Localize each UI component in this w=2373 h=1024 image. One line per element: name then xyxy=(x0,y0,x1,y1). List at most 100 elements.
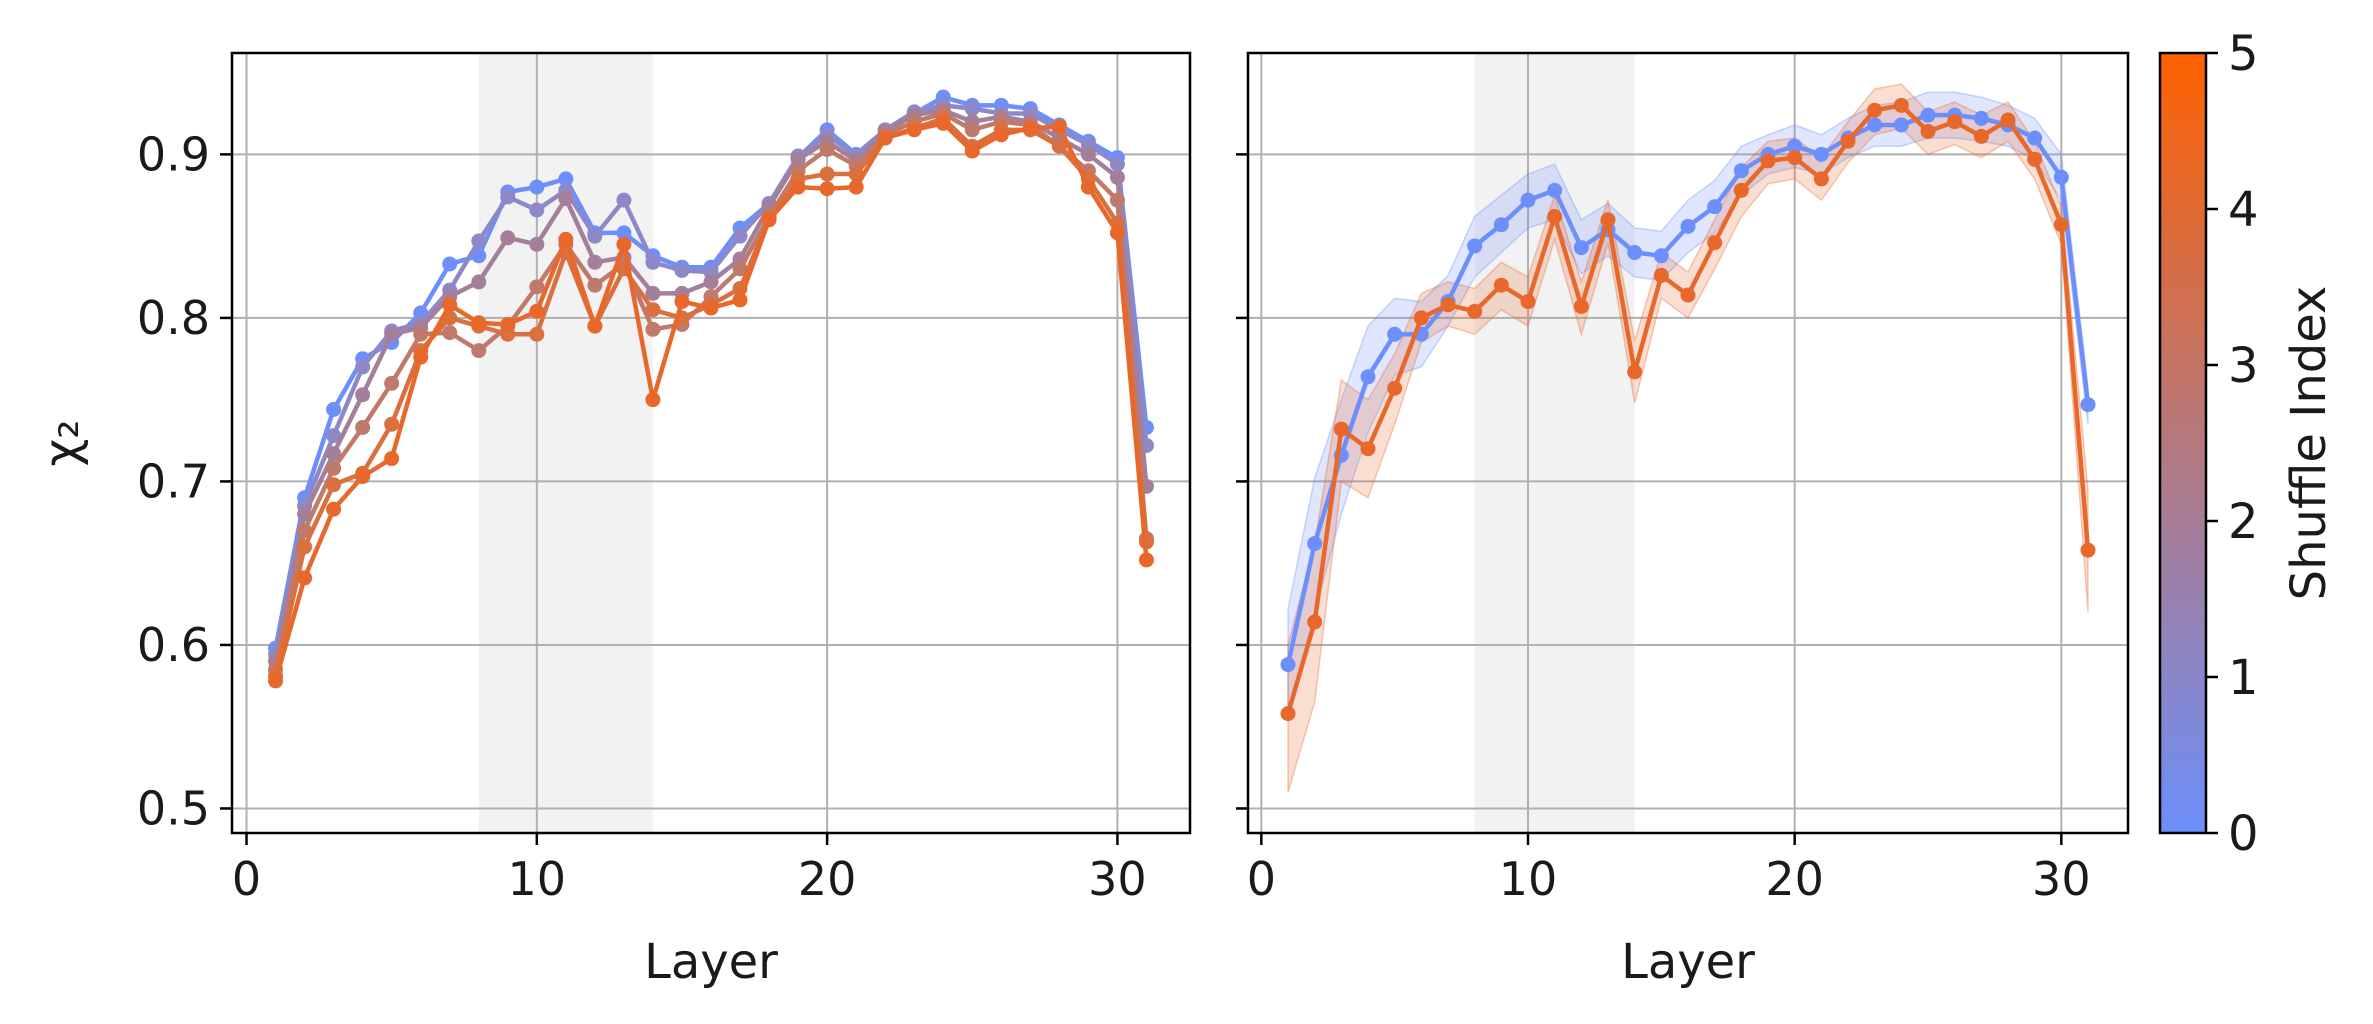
right-point-shuffle-0 xyxy=(1653,248,1669,264)
right-point-shuffle-0 xyxy=(1707,199,1723,215)
left-point-shuffle-5 xyxy=(500,316,516,332)
right-point-shuffle-0 xyxy=(2080,397,2096,413)
left-point-shuffle-3 xyxy=(442,325,458,341)
left-y-tick-label: 0.9 xyxy=(137,127,210,181)
right-point-shuffle-0 xyxy=(1573,240,1589,256)
right-point-shuffle-0 xyxy=(1520,192,1536,208)
left-point-shuffle-5 xyxy=(790,179,806,195)
left-point-shuffle-3 xyxy=(732,261,748,277)
left-point-shuffle-1 xyxy=(355,359,371,375)
colorbar-tick-label: 3 xyxy=(2228,338,2259,394)
colorbar: 0 1 2 3 4 5 Shuffle Index xyxy=(2158,26,2337,862)
left-point-shuffle-2 xyxy=(587,254,603,270)
left-point-shuffle-3 xyxy=(384,375,400,391)
colorbar-tick-label: 4 xyxy=(2228,182,2259,238)
right-point-shuffle-0 xyxy=(1680,218,1696,234)
left-point-shuffle-4 xyxy=(819,166,835,182)
right-plot-frame xyxy=(1246,51,2130,835)
left-point-shuffle-1 xyxy=(529,202,545,218)
left-point-shuffle-5 xyxy=(1109,225,1125,241)
right-point-shuffle-5 xyxy=(1387,380,1403,396)
right-point-shuffle-0 xyxy=(2053,169,2069,185)
left-point-shuffle-1 xyxy=(326,428,342,444)
right-point-shuffle-5 xyxy=(1467,303,1483,319)
left-point-shuffle-5 xyxy=(558,231,574,247)
left-point-shuffle-0 xyxy=(326,401,342,417)
left-point-shuffle-2 xyxy=(471,274,487,290)
right-point-shuffle-0 xyxy=(1493,217,1509,233)
left-point-shuffle-5 xyxy=(529,303,545,319)
left-point-shuffle-0 xyxy=(471,248,487,264)
right-point-shuffle-5 xyxy=(1680,287,1696,303)
right-point-shuffle-5 xyxy=(1840,133,1856,149)
right-point-shuffle-0 xyxy=(1813,146,1829,162)
left-point-shuffle-3 xyxy=(587,277,603,293)
left-point-shuffle-4 xyxy=(384,416,400,432)
left-x-tick-label: 0 xyxy=(232,852,261,906)
left-point-shuffle-2 xyxy=(645,285,661,301)
left-y-tick-label: 0.7 xyxy=(137,454,210,508)
right-plot-background xyxy=(1248,53,2128,833)
left-point-shuffle-0 xyxy=(616,225,632,241)
left-point-shuffle-5 xyxy=(442,297,458,313)
right-point-shuffle-0 xyxy=(1787,138,1803,154)
left-point-shuffle-1 xyxy=(1109,156,1125,172)
left-point-shuffle-5 xyxy=(413,349,429,365)
left-point-shuffle-0 xyxy=(442,256,458,272)
left-point-shuffle-1 xyxy=(587,228,603,244)
left-point-shuffle-3 xyxy=(471,343,487,359)
left-point-shuffle-3 xyxy=(529,279,545,295)
right-x-tick-label: 30 xyxy=(2032,852,2091,906)
left-point-shuffle-2 xyxy=(1080,146,1096,162)
right-point-shuffle-0 xyxy=(1627,244,1643,260)
left-plot-background xyxy=(232,53,1190,833)
left-point-shuffle-5 xyxy=(1022,120,1038,136)
left-series-lines xyxy=(268,89,1154,689)
left-point-shuffle-5 xyxy=(906,122,922,138)
left-point-shuffle-1 xyxy=(471,233,487,249)
right-point-shuffle-5 xyxy=(1973,128,1989,144)
left-point-shuffle-2 xyxy=(326,446,342,462)
left-point-shuffle-3 xyxy=(645,321,661,337)
left-x-ticks: 0 10 20 30 xyxy=(232,833,1147,906)
left-point-shuffle-5 xyxy=(384,451,400,467)
right-point-shuffle-5 xyxy=(2027,151,2043,167)
colorbar-tick-label: 1 xyxy=(2228,650,2259,706)
left-x-tick-label: 20 xyxy=(798,852,857,906)
colorbar-tick-label: 0 xyxy=(2228,806,2259,862)
right-x-tick-label: 10 xyxy=(1499,852,1558,906)
left-point-shuffle-5 xyxy=(848,179,864,195)
left-point-shuffle-1 xyxy=(500,189,516,205)
right-point-shuffle-5 xyxy=(1520,294,1536,310)
right-point-shuffle-5 xyxy=(1733,182,1749,198)
left-point-shuffle-3 xyxy=(413,326,429,342)
left-point-shuffle-5 xyxy=(355,469,371,485)
left-point-shuffle-5 xyxy=(587,318,603,334)
right-x-tick-label: 0 xyxy=(1247,852,1276,906)
right-point-shuffle-5 xyxy=(1493,277,1509,293)
right-point-shuffle-0 xyxy=(1733,163,1749,179)
right-series-lines xyxy=(1280,97,2096,722)
right-point-shuffle-5 xyxy=(1920,123,1936,139)
left-point-shuffle-3 xyxy=(355,419,371,435)
left-x-tick-label: 30 xyxy=(1088,852,1147,906)
left-point-shuffle-4 xyxy=(645,302,661,318)
right-point-shuffle-5 xyxy=(1440,297,1456,313)
right-point-shuffle-0 xyxy=(1867,117,1883,133)
right-point-shuffle-5 xyxy=(1360,441,1376,457)
left-point-shuffle-4 xyxy=(297,539,313,555)
left-point-shuffle-5 xyxy=(616,236,632,252)
left-point-shuffle-0 xyxy=(558,171,574,187)
left-point-shuffle-1 xyxy=(732,228,748,244)
right-point-shuffle-0 xyxy=(1893,117,1909,133)
right-point-shuffle-0 xyxy=(1387,326,1403,342)
left-point-shuffle-5 xyxy=(297,570,313,586)
right-point-shuffle-0 xyxy=(1280,657,1296,673)
left-point-shuffle-5 xyxy=(645,392,661,408)
left-point-shuffle-5 xyxy=(964,143,980,159)
left-point-shuffle-5 xyxy=(993,127,1009,143)
left-point-shuffle-0 xyxy=(529,179,545,195)
right-point-shuffle-0 xyxy=(1973,110,1989,126)
left-series-shuffle-5 xyxy=(268,115,1154,689)
